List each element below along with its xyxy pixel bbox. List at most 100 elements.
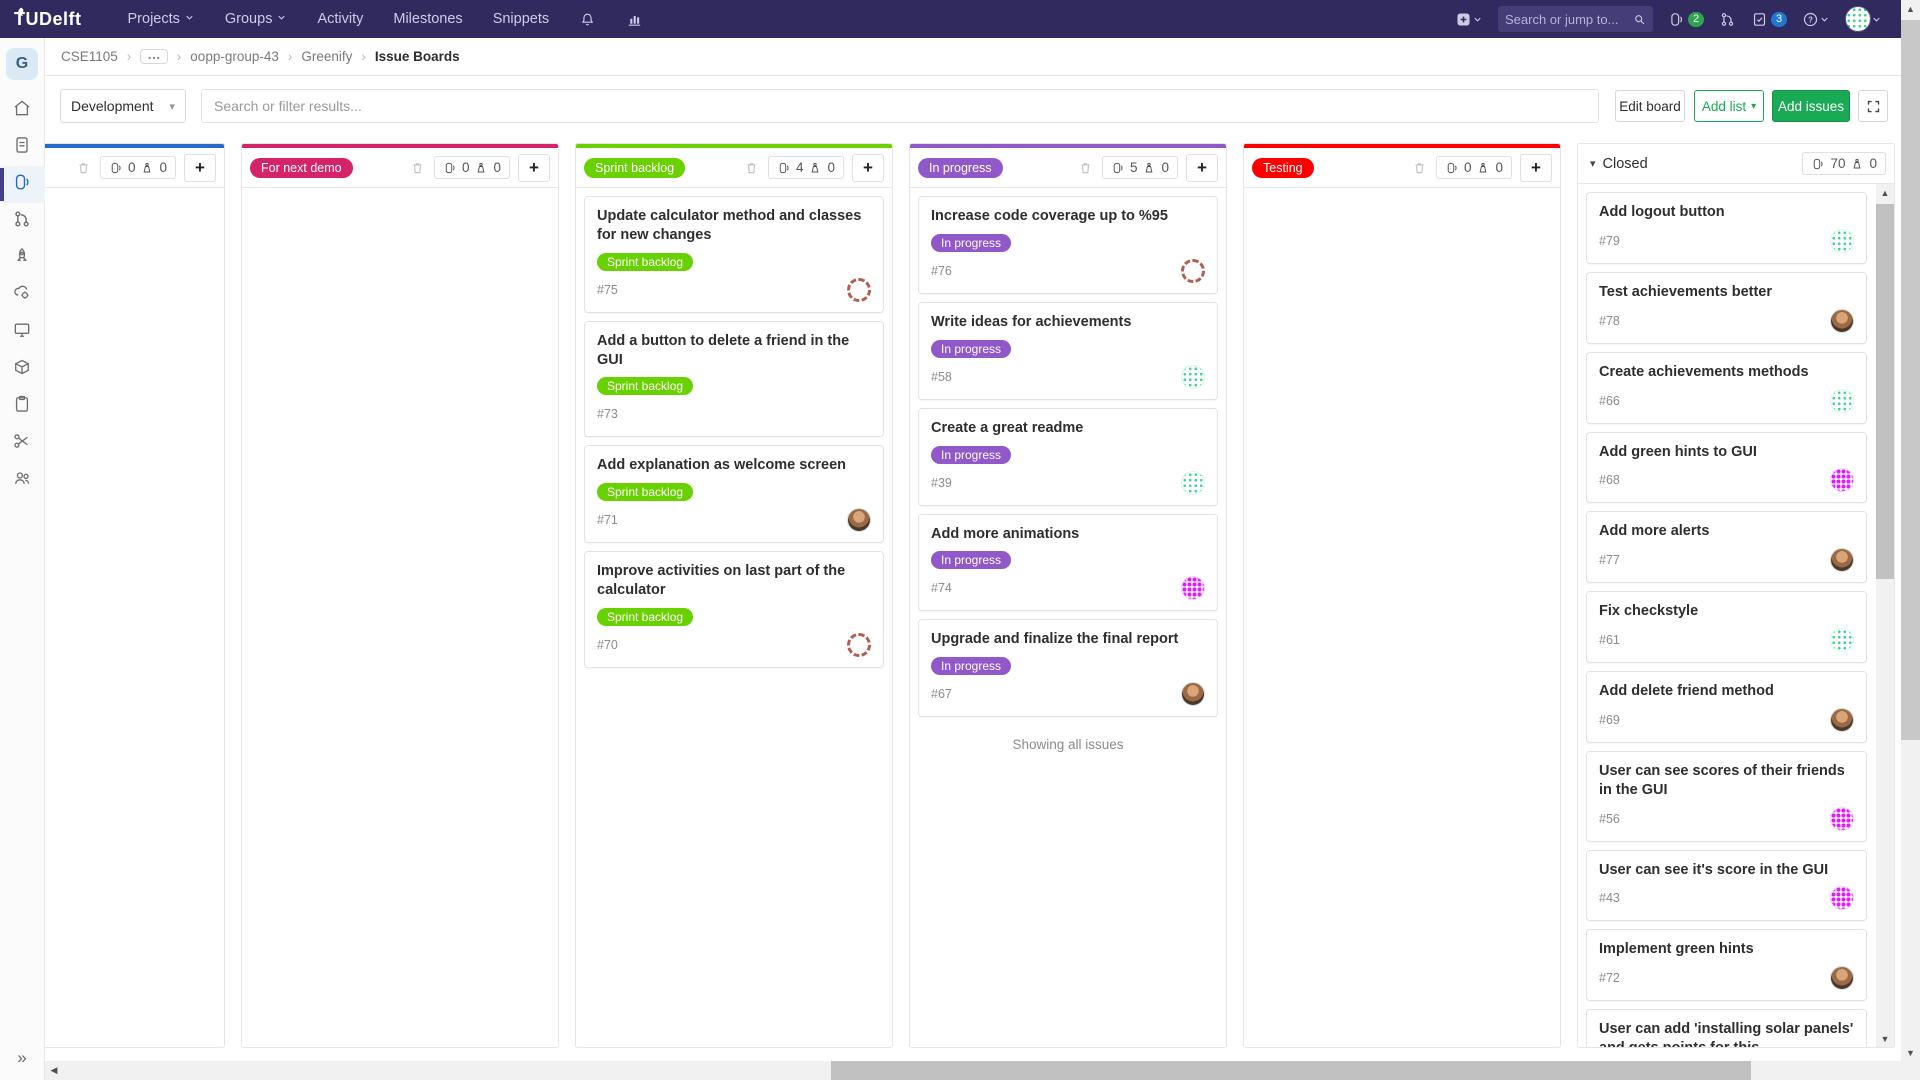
new-menu-plus-icon[interactable] [1455,11,1472,28]
issue-card[interactable]: Add explanation as welcome screen Sprint … [584,445,884,544]
assignee-avatar[interactable] [1830,388,1854,413]
add-issue-to-list-button[interactable]: + [852,153,884,182]
closed-list-scrollbar[interactable]: ▲ ▼ [1876,184,1894,1047]
issue-card[interactable]: Implement green hints #72 [1586,929,1867,1002]
issue-card[interactable]: Add delete friend method #69 [1586,671,1867,743]
sidebar-item-home[interactable] [0,92,45,129]
nav-activity[interactable]: Activity [317,11,364,27]
merge-requests-icon[interactable] [1719,11,1736,28]
column-label-pill[interactable]: Testing [1252,157,1314,178]
breadcrumb-project[interactable]: Greenify [301,49,353,64]
sidebar-item-ci-cd[interactable] [0,240,45,277]
issue-label-pill[interactable]: In progress [931,551,1012,570]
issue-label-pill[interactable]: Sprint backlog [597,483,694,502]
collapse-column-caret[interactable]: ▾ [1590,158,1596,170]
delete-list-icon[interactable] [76,160,91,176]
issue-card[interactable]: User can add 'installing solar panels' a… [1586,1009,1867,1047]
sidebar-item-repository[interactable] [0,129,45,166]
sidebar-item-snippets[interactable] [0,425,45,462]
bell-icon[interactable] [579,11,596,28]
delete-list-icon[interactable] [1078,160,1093,176]
column-label-pill[interactable]: For next demo [250,157,353,178]
project-avatar[interactable]: G [6,48,38,80]
issue-label-pill[interactable]: Sprint backlog [597,252,694,271]
column-label-pill[interactable]: In progress [918,157,1003,178]
issue-card[interactable]: User can see it's score in the GUI #43 [1586,849,1867,922]
assignee-avatar[interactable] [1830,628,1854,653]
assignee-avatar[interactable] [1181,682,1205,707]
assignee-avatar[interactable] [1830,966,1854,991]
assignee-avatar[interactable] [1830,886,1854,911]
add-issue-to-list-button[interactable]: + [1520,153,1552,182]
add-issues-button[interactable]: Add issues [1772,90,1850,122]
issue-card[interactable]: Write ideas for achievements In progress #… [918,301,1218,400]
fullscreen-button[interactable] [1858,90,1888,122]
assignee-avatar[interactable] [847,277,871,302]
sidebar-item-environments[interactable] [0,314,45,351]
todos-icon[interactable] [1751,11,1768,28]
help-icon[interactable]: ? [1802,11,1819,28]
scroll-down-arrow[interactable]: ▼ [1906,1047,1915,1058]
issue-card[interactable]: Add more animations In progress #74 [918,513,1218,612]
issue-label-pill[interactable]: In progress [931,339,1012,358]
page-vertical-scrollbar[interactable]: ▲ ▼ [1901,0,1920,1061]
issue-label-pill[interactable]: Sprint backlog [597,607,694,626]
assignee-avatar[interactable] [1830,468,1854,493]
issue-card[interactable]: Upgrade and finalize the final report In … [918,619,1218,718]
breadcrumb-ellipsis[interactable]: … [140,48,168,64]
assignee-avatar[interactable] [1830,548,1854,573]
board-filter-input[interactable]: Search or filter results... [201,89,1599,123]
add-issue-to-list-button[interactable]: + [518,153,550,182]
assignee-avatar[interactable] [1830,228,1854,253]
assignee-avatar[interactable] [847,508,871,533]
scroll-up-arrow[interactable]: ▲ [1906,3,1915,14]
vertical-scroll-thumb[interactable] [1901,20,1920,740]
page-horizontal-scrollbar[interactable]: ◀ [45,1061,1901,1080]
chevron-down-icon[interactable] [1472,14,1483,25]
issue-card[interactable]: Update calculator method and classes for… [584,196,884,313]
sidebar-item-operations[interactable] [0,277,45,314]
delete-list-icon[interactable] [744,160,759,176]
scroll-up-arrow[interactable]: ▲ [1880,187,1890,198]
breadcrumb-group[interactable]: CSE1105 [61,49,118,64]
issue-label-pill[interactable]: In progress [931,233,1012,252]
issues-count-badge[interactable]: 2 [1688,11,1704,27]
issue-label-pill[interactable]: In progress [931,445,1012,464]
scroll-down-arrow[interactable]: ▼ [1880,1033,1890,1044]
sidebar-item-members[interactable] [0,462,45,499]
nav-snippets[interactable]: Snippets [492,11,550,27]
assignee-avatar[interactable] [1181,258,1205,283]
assignee-avatar[interactable] [1181,364,1205,389]
assignee-avatar[interactable] [847,632,871,657]
issue-card[interactable]: Add green hints to GUI #68 [1586,431,1867,504]
issue-label-pill[interactable]: Sprint backlog [597,377,694,396]
chart-icon[interactable] [626,11,643,28]
sidebar-item-analytics[interactable] [0,388,45,425]
issue-card[interactable]: Fix checkstyle #61 [1586,591,1867,664]
sidebar-item-packages[interactable] [0,351,45,388]
edit-board-button[interactable]: Edit board [1615,90,1685,122]
horizontal-scroll-thumb[interactable] [831,1061,1751,1080]
scroll-left-arrow[interactable]: ◀ [50,1065,58,1075]
issue-card[interactable]: Improve activities on last part of the c… [584,551,884,668]
add-issue-to-list-button[interactable]: + [184,153,216,182]
global-search-input[interactable]: Search or jump to... [1498,6,1653,32]
sidebar-item-issue-board[interactable] [0,166,45,203]
collapse-sidebar-button[interactable]: » [17,1048,27,1067]
tudelft-logo[interactable]: TUDelft [14,7,82,30]
issue-card[interactable]: Create achievements methods #66 [1586,351,1867,424]
sidebar-item-merge-requests[interactable] [0,203,45,240]
issue-card[interactable]: Add more alerts #77 [1586,511,1867,584]
delete-list-icon[interactable] [1412,160,1427,176]
add-list-button[interactable]: Add list ▾ [1694,90,1764,122]
add-issue-to-list-button[interactable]: + [1186,153,1218,182]
issue-label-pill[interactable]: In progress [931,657,1012,676]
assignee-avatar[interactable] [1181,576,1205,601]
user-avatar[interactable] [1845,6,1871,32]
nav-milestones[interactable]: Milestones [393,11,463,27]
issues-shortcut-icon[interactable] [1668,11,1685,28]
closed-list-scroll-thumb[interactable] [1876,204,1894,579]
assignee-avatar[interactable] [1181,470,1205,495]
issue-card[interactable]: User can see scores of their friends in … [1586,750,1867,842]
nav-groups[interactable]: Groups [225,11,288,27]
